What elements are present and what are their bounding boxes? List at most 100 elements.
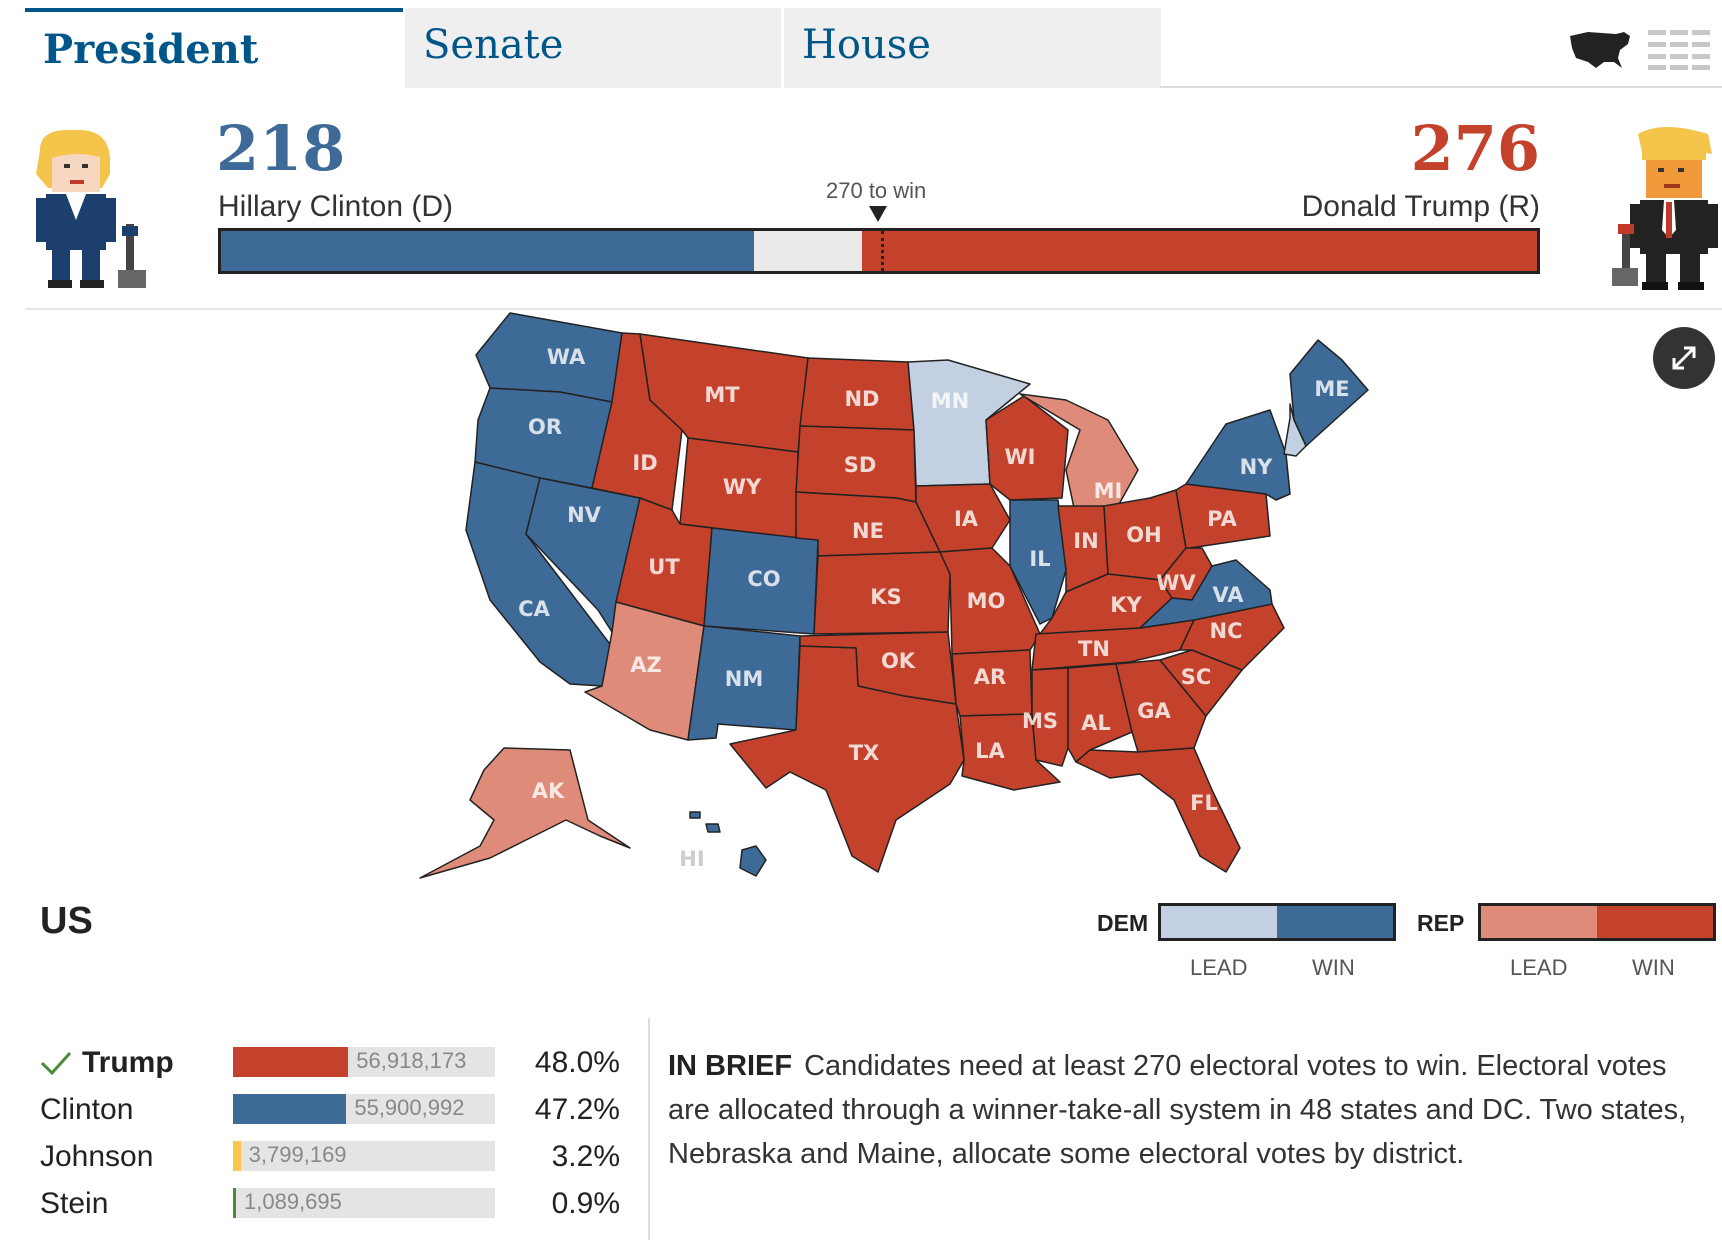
candidate-name: Stein [40,1187,109,1220]
vote-bar [233,1094,495,1124]
vote-bar-fill [233,1141,241,1171]
state-va[interactable] [1139,559,1273,629]
rep-lead-label: LEAD [1510,955,1568,980]
dem-win-swatch [1277,906,1393,938]
vote-percent: 47.2% [534,1093,620,1126]
state-ak[interactable] [419,747,631,879]
vote-bar-fill [233,1047,349,1077]
race-tabs: President Senate House [0,0,1722,88]
state-ks[interactable] [813,551,951,635]
label-ky: KY [1110,593,1142,617]
rep-bar-segment [861,231,1537,271]
dem-electoral-votes: 218 [216,112,346,185]
state-ny[interactable] [1185,409,1291,501]
270-threshold-line [881,231,885,271]
label-fl: FL [1190,791,1218,815]
to-win-marker-icon [869,206,887,222]
label-nd: ND [844,387,879,411]
section-divider [25,308,1722,310]
state-fl[interactable] [1075,747,1241,873]
dem-lead-label: LEAD [1190,955,1248,980]
tab-house[interactable]: House [784,8,1161,88]
label-sd: SD [844,453,877,477]
tab-president[interactable]: President [25,8,403,88]
label-co: CO [747,567,780,591]
result-row: Trump 56,918,173 48.0% [40,1044,620,1088]
vote-count: 55,900,992 [354,1095,465,1120]
vote-percent: 3.2% [551,1140,620,1173]
vote-bar-fill [233,1094,347,1124]
label-mt: MT [704,383,740,407]
label-ne: NE [852,519,884,543]
vote-bar [233,1047,495,1077]
vote-bar-fill [233,1188,236,1218]
vote-percent: 48.0% [534,1046,620,1079]
label-wv: WV [1156,571,1196,595]
state-nh[interactable] [1283,403,1307,457]
candidate-name: Trump [82,1046,174,1079]
label-ut: UT [648,555,680,579]
label-ia: IA [954,507,979,531]
candidate-name: Johnson [40,1140,154,1173]
state-labels: WA OR CA NV ID MT WY UT AZ CO NM ND SD N… [518,345,1349,871]
state-tx[interactable] [729,645,965,873]
label-ks: KS [870,585,901,609]
label-wy: WY [723,475,762,499]
rep-legend-label: REP [1417,910,1465,936]
label-pa: PA [1207,507,1237,531]
result-row: Johnson 3,799,169 3.2% [40,1138,620,1182]
label-ny: NY [1240,455,1274,479]
vote-count: 1,089,695 [244,1189,342,1214]
rep-legend-swatch [1478,903,1716,941]
label-mi: MI [1094,479,1123,503]
column-divider [648,1018,650,1240]
label-la: LA [975,739,1005,763]
vote-count: 3,799,169 [248,1142,347,1167]
state-hi[interactable] [689,811,767,877]
label-il: IL [1029,547,1050,571]
rep-candidate-name: Donald Trump (R) [1301,190,1540,223]
label-ms: MS [1022,709,1058,733]
label-va: VA [1212,583,1244,607]
label-tx: TX [849,741,880,765]
rep-electoral-votes: 276 [1410,112,1540,185]
label-ar: AR [974,665,1006,689]
vote-percent: 0.9% [551,1187,620,1220]
expand-icon[interactable] [1652,326,1716,390]
dem-legend-label: DEM [1097,910,1149,936]
label-ga: GA [1137,699,1171,723]
rep-win-swatch [1597,906,1713,938]
label-wi: WI [1005,445,1036,469]
us-election-map: WA OR CA NV ID MT WY UT AZ CO NM ND SD N… [419,312,1369,879]
label-in: IN [1073,529,1098,553]
list-icon[interactable] [1648,30,1710,70]
tab-senate[interactable]: Senate [405,8,781,88]
dem-legend-swatch [1158,903,1396,941]
candidate-name: Clinton [40,1093,134,1126]
label-oh: OH [1126,523,1161,547]
dem-bar-segment [221,231,755,271]
label-nc: NC [1210,619,1243,643]
dem-candidate-name: Hillary Clinton (D) [218,190,454,223]
label-nm: NM [725,667,763,691]
undecided-bar-segment [754,231,862,271]
rep-win-label: WIN [1632,955,1675,980]
tab-underline [1160,86,1722,88]
label-mn: MN [931,389,969,413]
label-ok: OK [881,649,916,673]
label-tn: TN [1078,637,1110,661]
label-mo: MO [967,589,1006,613]
electoral-vote-bar [218,228,1540,274]
us-map-icon[interactable] [1568,28,1634,72]
dem-lead-swatch [1161,906,1277,938]
label-or: OR [528,415,562,439]
label-ak: AK [532,779,565,803]
region-label: US [40,900,93,942]
label-me: ME [1314,377,1349,401]
in-brief-label: IN BRIEF [668,1050,793,1082]
label-ca: CA [518,597,550,621]
label-al: AL [1081,711,1111,735]
winner-check-icon [40,1051,72,1076]
vote-count: 56,918,173 [356,1048,467,1073]
label-nv: NV [567,503,602,527]
